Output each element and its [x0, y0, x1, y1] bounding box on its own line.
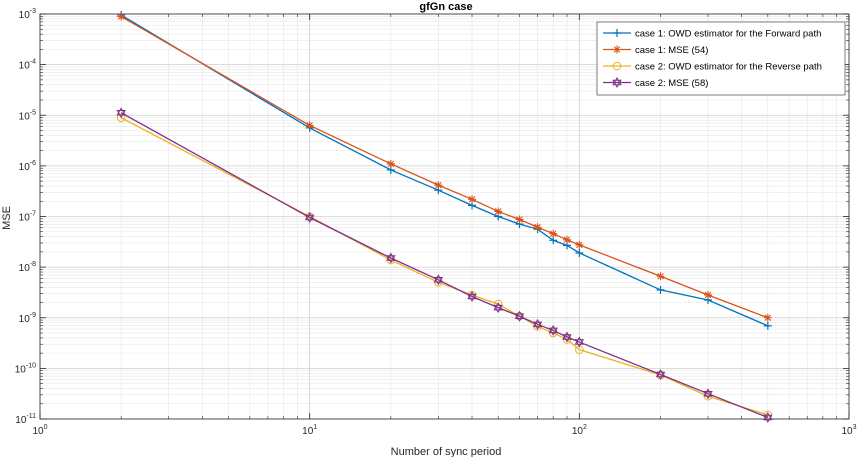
y-tick-exponent: -6: [30, 160, 36, 167]
series-layer: [116, 11, 773, 423]
y-tick-exponent: -9: [30, 312, 36, 319]
data-point: [575, 248, 584, 257]
y-tick-base: 10: [15, 415, 27, 426]
data-point: [514, 310, 525, 322]
y-tick-base: 10: [19, 61, 31, 72]
data-point: [574, 336, 585, 348]
y-tick-base: 10: [19, 10, 31, 21]
y-tick-label: 10-11: [15, 413, 36, 426]
series-line: [120, 112, 769, 419]
legend-label: case 2: OWD estimator for the Reverse pa…: [635, 62, 822, 73]
data-point: [515, 215, 524, 224]
data-point: [548, 324, 558, 336]
data-point: [763, 321, 772, 330]
y-tick-base: 10: [19, 111, 31, 122]
y-tick-label: 10-7: [19, 211, 36, 224]
y-tick-base: 10: [19, 213, 31, 224]
legend-swatch-marker: [612, 61, 622, 71]
y-tick-base: 10: [19, 162, 31, 173]
x-tick-exponent: 3: [853, 424, 857, 431]
data-point: [386, 159, 395, 168]
data-point: [703, 388, 713, 400]
x-axis-label: Number of sync period: [391, 446, 502, 457]
data-point: [116, 107, 126, 119]
data-point: [468, 195, 477, 204]
data-point: [467, 290, 477, 302]
series-line: [120, 14, 769, 327]
legend-swatch-marker: [613, 29, 621, 37]
y-tick-exponent: -7: [30, 211, 36, 218]
y-tick-label: 10-8: [19, 261, 36, 274]
data-point: [703, 290, 712, 299]
y-tick-label: 10-9: [19, 312, 36, 325]
legend-entry: case 1: OWD estimator for the Forward pa…: [603, 29, 821, 40]
legend: case 1: OWD estimator for the Forward pa…: [596, 21, 846, 96]
data-point: [386, 252, 396, 264]
y-tick-exponent: -11: [26, 413, 36, 420]
y-tick-exponent: -3: [30, 8, 36, 15]
legend-entry: case 1: MSE (54): [603, 45, 708, 56]
legend-label: case 1: MSE (54): [635, 45, 708, 56]
x-tick-exponent: 2: [583, 424, 587, 431]
y-tick-label: 10-5: [19, 109, 36, 122]
x-tick-base: 10: [572, 426, 584, 437]
data-point: [655, 368, 666, 380]
x-tick-label: 101: [302, 424, 317, 437]
y-tick-exponent: -4: [30, 59, 36, 66]
x-tick-label: 103: [841, 424, 856, 437]
x-tick-base: 10: [302, 426, 314, 437]
data-point: [494, 207, 503, 216]
x-tick-labels: 100 101 102 103: [32, 424, 856, 437]
data-point: [532, 318, 543, 330]
data-point: [493, 302, 503, 314]
y-tick-exponent: -10: [26, 362, 36, 369]
x-tick-exponent: 0: [44, 424, 48, 431]
legend-entry: case 2: MSE (58): [603, 77, 708, 89]
legend-label: case 2: MSE (58): [635, 78, 708, 89]
y-tick-label: 10-10: [15, 362, 36, 375]
x-tick-label: 102: [572, 424, 587, 437]
data-point: [305, 121, 314, 130]
y-tick-label: 10-4: [19, 59, 36, 72]
data-point: [656, 285, 665, 294]
series-line: [120, 117, 769, 416]
y-tick-base: 10: [19, 314, 31, 325]
legend-label: case 1: OWD estimator for the Forward pa…: [635, 29, 821, 40]
data-point: [117, 12, 126, 21]
y-tick-exponent: -8: [30, 261, 36, 268]
legend-swatch-marker: [612, 77, 622, 88]
x-tick-label: 100: [32, 424, 47, 437]
data-point: [433, 274, 444, 286]
series-line: [120, 15, 769, 319]
data-point: [116, 113, 126, 123]
series-4: [116, 107, 773, 423]
y-axis-label: MSE: [1, 206, 13, 230]
y-tick-exponent: -5: [30, 109, 36, 116]
y-tick-base: 10: [15, 364, 27, 375]
x-tick-base: 10: [841, 426, 853, 437]
data-point: [763, 411, 773, 423]
data-point: [562, 331, 572, 343]
data-point: [575, 240, 584, 249]
data-point: [434, 181, 443, 190]
y-tick-base: 10: [19, 263, 31, 274]
legend-swatch-marker: [613, 45, 621, 54]
data-point: [562, 235, 571, 244]
data-point: [763, 313, 772, 322]
data-point: [656, 272, 665, 281]
data-point: [304, 212, 315, 224]
legend-box: [596, 21, 846, 96]
y-tick-label: 10-6: [19, 160, 36, 173]
x-tick-exponent: 1: [313, 424, 317, 431]
data-point: [549, 229, 558, 238]
x-tick-base: 10: [32, 426, 44, 437]
y-tick-label: 10-3: [19, 8, 36, 21]
series-2: [117, 12, 772, 322]
chart-title: gfGn case: [419, 1, 472, 13]
axis-ticks: [39, 13, 850, 420]
legend-entry: case 2: OWD estimator for the Reverse pa…: [603, 62, 822, 73]
data-point: [533, 223, 542, 232]
